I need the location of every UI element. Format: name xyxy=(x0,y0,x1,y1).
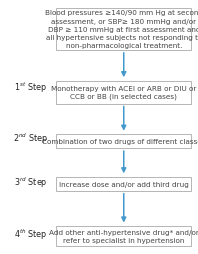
Text: 4$^{th}$ Step: 4$^{th}$ Step xyxy=(14,227,48,241)
Text: 3$^{rd}$ Step: 3$^{rd}$ Step xyxy=(14,174,48,189)
Text: Blood pressures ≥140/90 mm Hg at second
assessment, or SBP≥ 180 mmHg and/or
DBP : Blood pressures ≥140/90 mm Hg at second … xyxy=(45,10,198,49)
Text: 2$^{nd}$ Step: 2$^{nd}$ Step xyxy=(13,131,48,146)
FancyBboxPatch shape xyxy=(56,135,191,149)
FancyBboxPatch shape xyxy=(56,9,191,51)
FancyBboxPatch shape xyxy=(56,226,191,246)
FancyBboxPatch shape xyxy=(56,177,191,191)
Text: Combination of two drugs of different classes: Combination of two drugs of different cl… xyxy=(42,139,198,145)
Text: Monotherapy with ACEI or ARB or DIU or
CCB or BB (in selected cases): Monotherapy with ACEI or ARB or DIU or C… xyxy=(51,85,196,100)
FancyBboxPatch shape xyxy=(56,81,191,104)
Text: Add other anti-hypertensive drug* and/or
refer to specialist in hypertension: Add other anti-hypertensive drug* and/or… xyxy=(49,229,198,243)
Text: 1$^{st}$ Step: 1$^{st}$ Step xyxy=(14,81,47,95)
Text: Increase dose and/or add third drug: Increase dose and/or add third drug xyxy=(59,181,189,187)
